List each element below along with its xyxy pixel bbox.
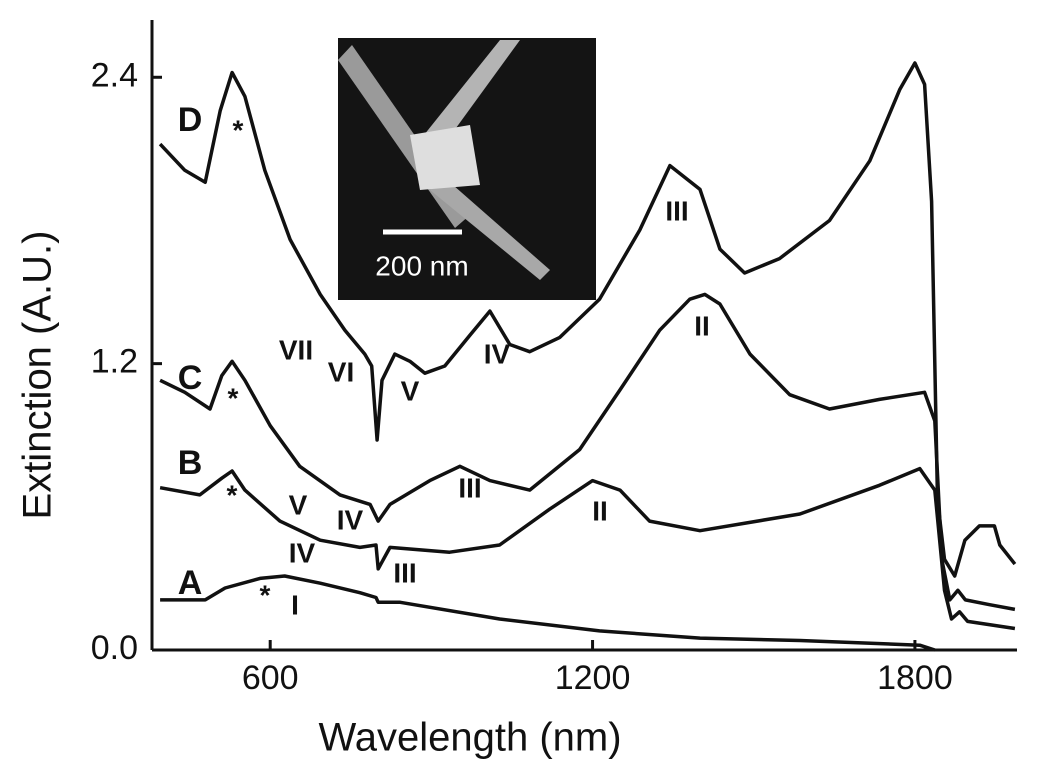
junction [410,125,480,190]
annotation: II [694,310,710,341]
series-label: B [178,444,203,482]
series-line [160,574,936,652]
nanowire [430,178,550,280]
series-line [158,61,1017,578]
scale-label: 200 nm [375,250,468,281]
series-label: D [178,101,203,139]
annotation: I [291,589,299,620]
annotation: * [260,579,271,610]
annotation: IV [484,338,511,369]
annotation: * [227,479,238,510]
inset: 200 nm [338,38,596,300]
annotation: III [458,472,481,503]
annotation: * [228,382,239,413]
annotation: IV [289,537,316,568]
annotation: III [393,557,416,588]
series-label: C [178,359,203,397]
annotation: II [592,495,608,526]
x-tick-label: 600 [242,659,299,697]
annotation: VII [279,334,313,365]
x-tick-label: 1200 [555,659,631,697]
y-axis-title: Extinction (A.U.) [16,231,60,520]
annotation: III [665,195,688,226]
nanowire [420,40,520,150]
annotation: V [401,375,420,406]
y-tick-label: 1.2 [91,343,138,381]
y-tick-label: 0.0 [91,629,138,667]
x-tick-label: 1800 [877,659,953,697]
annotation: VI [328,356,354,387]
annotation: IV [337,504,364,535]
annotation: * [233,114,244,145]
y-tick-label: 2.4 [91,56,138,94]
series-label: A [178,564,203,602]
annotation: V [289,489,308,520]
x-axis-title: Wavelength (nm) [318,716,621,760]
